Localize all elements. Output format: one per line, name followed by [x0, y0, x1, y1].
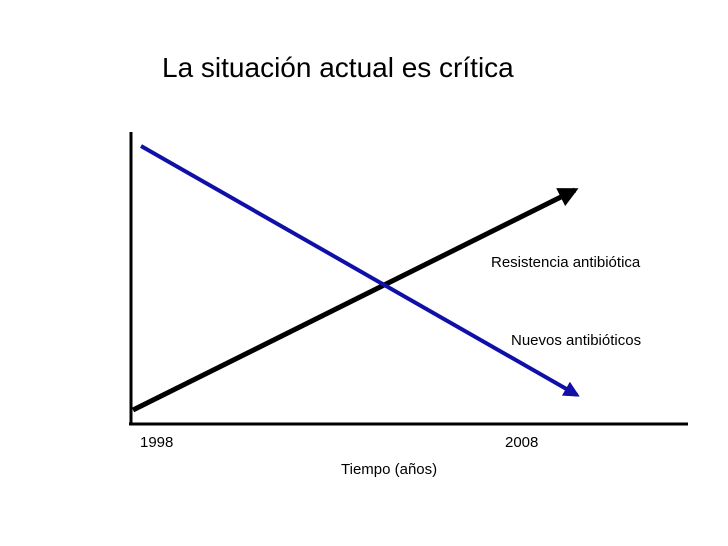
- series-label-resistencia: Resistencia antibiótica: [491, 254, 641, 271]
- series-line-resistencia: [131, 187, 579, 413]
- slide-title: La situación actual es crítica: [162, 52, 514, 83]
- series-label-nuevos: Nuevos antibióticos: [511, 332, 642, 349]
- x-tick-label-2008: 2008: [505, 434, 539, 451]
- x-axis-label: Tiempo (años): [341, 461, 438, 478]
- series-line-nuevos: [140, 144, 580, 397]
- x-tick-label-1998: 1998: [140, 434, 174, 451]
